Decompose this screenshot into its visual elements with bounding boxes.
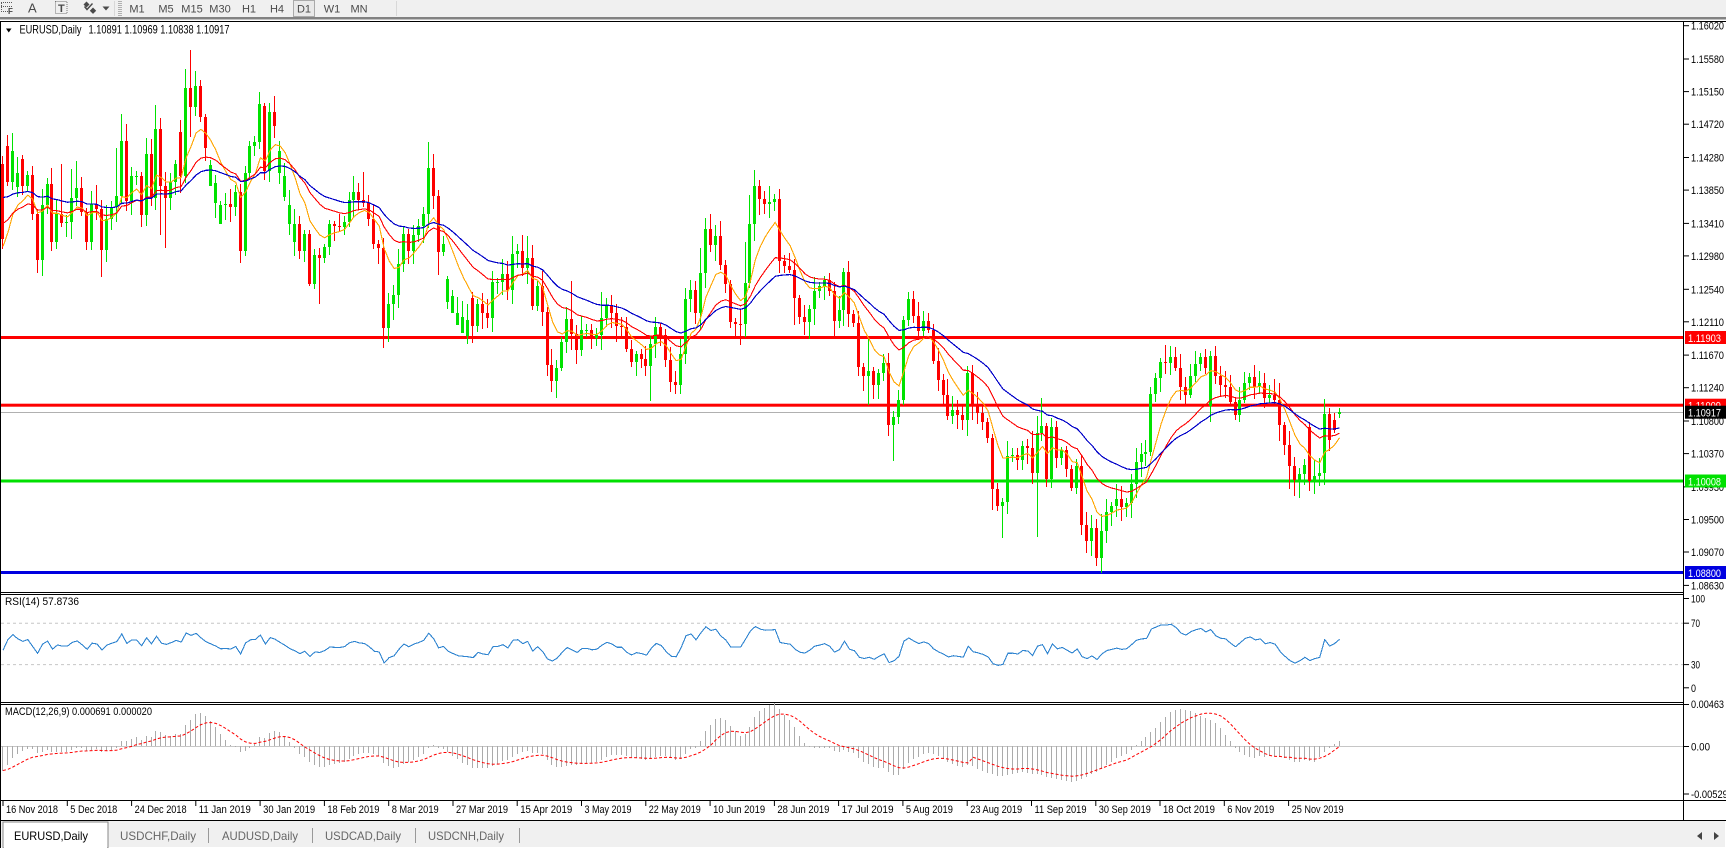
svg-text:MACD(12,26,9) 0.000691 0.00002: MACD(12,26,9) 0.000691 0.000020 — [5, 706, 152, 718]
svg-text:1.11903: 1.11903 — [1688, 333, 1721, 345]
svg-text:-0.005299: -0.005299 — [1691, 789, 1726, 801]
svg-text:M5: M5 — [158, 4, 173, 16]
svg-text:5 Dec 2018: 5 Dec 2018 — [70, 804, 117, 816]
svg-text:USDCHF,Daily: USDCHF,Daily — [120, 829, 196, 843]
svg-text:MN: MN — [350, 4, 367, 16]
svg-text:RSI(14) 57.8736: RSI(14) 57.8736 — [5, 596, 79, 608]
svg-text:16 Nov 2018: 16 Nov 2018 — [6, 804, 58, 816]
svg-text:USDCAD,Daily: USDCAD,Daily — [325, 829, 401, 843]
svg-text:100: 100 — [1691, 594, 1705, 606]
svg-text:17 Jul 2019: 17 Jul 2019 — [842, 804, 894, 816]
svg-text:1.09070: 1.09070 — [1691, 547, 1724, 559]
svg-text:1.12110: 1.12110 — [1691, 317, 1724, 329]
svg-text:D1: D1 — [297, 4, 311, 16]
svg-text:10 Jun 2019: 10 Jun 2019 — [713, 804, 765, 816]
svg-text:1.15150: 1.15150 — [1691, 87, 1724, 99]
svg-text:3 May 2019: 3 May 2019 — [585, 804, 632, 816]
svg-text:5 Aug 2019: 5 Aug 2019 — [906, 804, 953, 816]
svg-text:70: 70 — [1691, 618, 1700, 630]
svg-text:1.10800: 1.10800 — [1691, 416, 1724, 428]
svg-text:28 Jun 2019: 28 Jun 2019 — [777, 804, 829, 816]
svg-text:25 Nov 2019: 25 Nov 2019 — [1292, 804, 1344, 816]
svg-text:0.00463: 0.00463 — [1691, 699, 1724, 711]
svg-text:1.10891 1.10969 1.10838 1.1091: 1.10891 1.10969 1.10838 1.10917 — [89, 23, 230, 37]
svg-text:1.13410: 1.13410 — [1691, 218, 1724, 230]
svg-text:M30: M30 — [209, 4, 230, 16]
svg-text:1.08800: 1.08800 — [1688, 568, 1721, 580]
svg-text:H4: H4 — [270, 4, 284, 16]
svg-text:18 Feb 2019: 18 Feb 2019 — [327, 804, 379, 816]
svg-text:1.15580: 1.15580 — [1691, 54, 1724, 66]
svg-text:USDCNH,Daily: USDCNH,Daily — [428, 829, 504, 843]
svg-text:M1: M1 — [129, 4, 144, 16]
svg-text:30 Jan 2019: 30 Jan 2019 — [263, 804, 315, 816]
svg-text:1.10917: 1.10917 — [1688, 408, 1721, 420]
svg-text:A: A — [28, 1, 37, 16]
svg-text:1.14720: 1.14720 — [1691, 119, 1724, 131]
svg-text:EURUSD,Daily: EURUSD,Daily — [14, 829, 88, 843]
svg-text:1.12540: 1.12540 — [1691, 284, 1724, 296]
svg-text:27 Mar 2019: 27 Mar 2019 — [456, 804, 508, 816]
svg-text:1.16020: 1.16020 — [1691, 21, 1724, 33]
svg-text:F: F — [8, 7, 13, 16]
svg-text:1.10370: 1.10370 — [1691, 449, 1724, 461]
svg-text:1.12980: 1.12980 — [1691, 251, 1724, 263]
svg-text:15 Apr 2019: 15 Apr 2019 — [520, 804, 572, 816]
svg-text:1.11670: 1.11670 — [1691, 350, 1724, 362]
svg-text:30 Sep 2019: 30 Sep 2019 — [1099, 804, 1151, 816]
svg-text:11 Jan 2019: 11 Jan 2019 — [199, 804, 251, 816]
svg-text:1.08630: 1.08630 — [1691, 580, 1724, 592]
svg-text:1.13850: 1.13850 — [1691, 185, 1724, 197]
svg-text:1.09500: 1.09500 — [1691, 515, 1724, 527]
svg-text:W1: W1 — [324, 4, 341, 16]
svg-text:1.11240: 1.11240 — [1691, 383, 1724, 395]
svg-text:30: 30 — [1691, 660, 1700, 672]
svg-text:6 Nov 2019: 6 Nov 2019 — [1227, 804, 1274, 816]
svg-text:AUDUSD,Daily: AUDUSD,Daily — [222, 829, 298, 843]
svg-text:0: 0 — [1691, 683, 1696, 695]
svg-text:8 Mar 2019: 8 Mar 2019 — [392, 804, 439, 816]
svg-text:T: T — [58, 3, 65, 15]
svg-text:0.00: 0.00 — [1691, 742, 1710, 754]
svg-text:H1: H1 — [242, 4, 256, 16]
svg-text:1.10008: 1.10008 — [1688, 477, 1721, 489]
svg-text:11 Sep 2019: 11 Sep 2019 — [1035, 804, 1087, 816]
svg-text:22 May 2019: 22 May 2019 — [649, 804, 701, 816]
svg-text:EURUSD,Daily: EURUSD,Daily — [20, 23, 82, 37]
svg-text:1.14280: 1.14280 — [1691, 153, 1724, 165]
svg-text:18 Oct 2019: 18 Oct 2019 — [1163, 804, 1215, 816]
svg-text:M15: M15 — [181, 4, 202, 16]
svg-text:24 Dec 2018: 24 Dec 2018 — [135, 804, 187, 816]
svg-text:23 Aug 2019: 23 Aug 2019 — [970, 804, 1022, 816]
